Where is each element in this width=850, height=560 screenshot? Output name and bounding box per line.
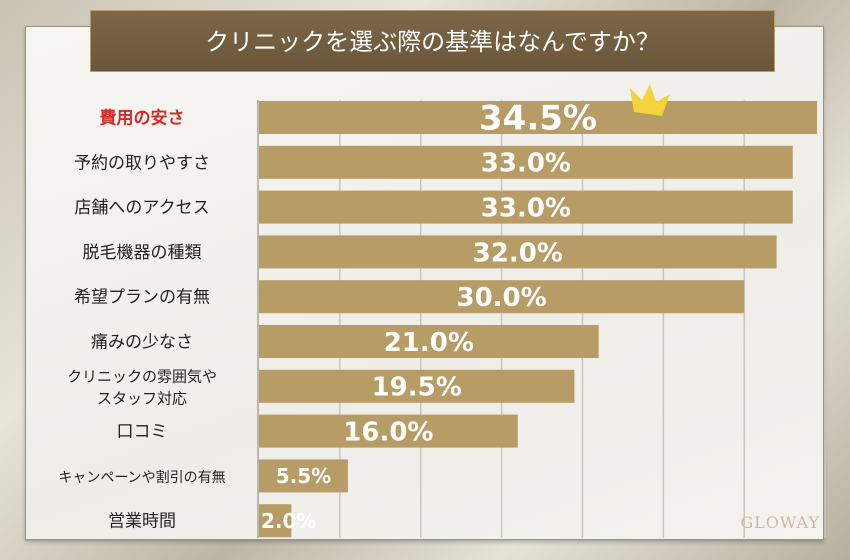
bar bbox=[259, 369, 575, 403]
bar bbox=[259, 101, 817, 134]
bar bbox=[259, 145, 793, 179]
category-label: 痛みの少なさ bbox=[91, 333, 193, 353]
category-label: 予約の取りやすさ bbox=[74, 153, 210, 173]
chart-title: クリニックを選ぶ際の基準はなんですか？ bbox=[90, 10, 775, 72]
value-label: 19.5% bbox=[372, 373, 462, 403]
category-label: 店舗へのアクセス bbox=[74, 198, 209, 218]
category-label: スタッフ対応 bbox=[97, 389, 187, 407]
bar bbox=[259, 504, 292, 538]
bar bbox=[259, 325, 599, 358]
category-label: 費用の安さ bbox=[100, 108, 185, 129]
logo: GLOWAY bbox=[740, 513, 820, 532]
value-label: 34.5% bbox=[479, 99, 597, 139]
category-label: 口コミ bbox=[117, 422, 168, 442]
value-label: 33.0% bbox=[481, 193, 571, 223]
value-label: 32.0% bbox=[473, 238, 563, 268]
bar bbox=[259, 459, 348, 493]
category-label: 希望プランの有無 bbox=[74, 288, 210, 308]
value-label: 5.5% bbox=[276, 464, 331, 488]
crown-icon bbox=[630, 84, 670, 116]
category-label: 営業時間 bbox=[108, 512, 176, 532]
bar bbox=[259, 190, 793, 224]
bar bbox=[259, 414, 518, 448]
value-label: 2.0% bbox=[261, 509, 316, 533]
category-label: キャンペーンや割引の有無 bbox=[58, 469, 225, 486]
category-label: クリニックの雰囲気や bbox=[67, 367, 217, 385]
bar bbox=[259, 235, 777, 269]
bar bbox=[259, 280, 745, 314]
value-label: 33.0% bbox=[481, 149, 571, 179]
category-label: 脱毛機器の種類 bbox=[83, 243, 202, 263]
value-label: 30.0% bbox=[457, 283, 547, 313]
value-label: 16.0% bbox=[343, 417, 433, 447]
value-label: 21.0% bbox=[384, 328, 474, 358]
